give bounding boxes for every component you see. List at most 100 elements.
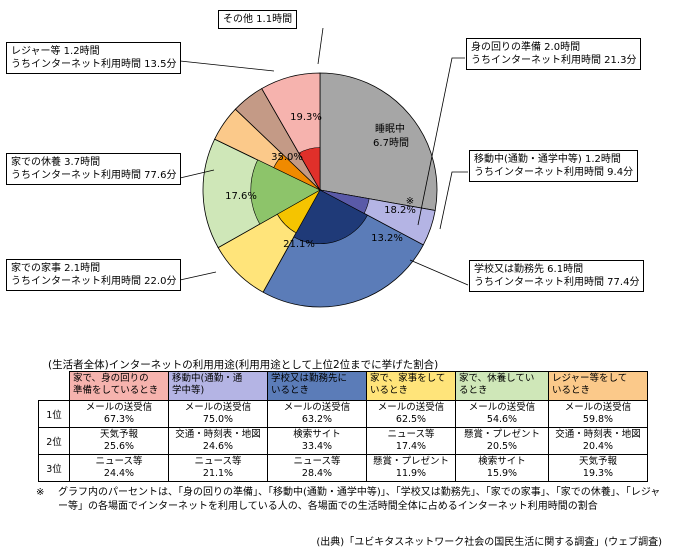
callout-moving-line2: うちインターネット利用時間 9.4分 [474,167,634,178]
usage-cell-percent: 21.1% [202,468,234,479]
pie-inner-personal [298,147,321,192]
usage-header-rest: 家で、休養してい るとき [455,371,549,401]
usage-cell-percent: 24.6% [202,441,234,452]
pie-inner-rest [250,159,321,225]
usage-cell-percent: 54.6% [486,414,518,425]
usage-cell-percent: 75.0% [202,414,234,425]
pie-slice-sleep [319,72,438,211]
usage-header-line1: レジャー等をして [552,373,628,384]
usage-cell-percent: 17.4% [395,441,427,452]
usage-header-personal: 家で、身の回りの 準備をしているとき [69,371,169,401]
pie-chart: 18.2% 21.1% 17.6% 35.0% 19.3% 13.2% ※ 睡眠中 6.7時間 [151,27,469,308]
asterisk-mark: ※ [406,196,414,207]
usage-cell: メールの送受信 67.3% [69,400,169,428]
callout-leisure: レジャー等 1.2時間 うちインターネット利用時間 13.5分 [6,42,182,74]
usage-cell-item: メールの送受信 [377,402,445,413]
usage-cell-percent: 63.2% [301,414,333,425]
usage-cell: 交通・時刻表・地図 20.4% [548,427,648,455]
leader-moving [439,171,468,230]
usage-cell: ニュース等 17.4% [366,427,456,455]
callout-school: 学校又は勤務先 6.1時間 うちインターネット利用時間 77.4分 [469,260,645,292]
callout-personal-line1: 身の回りの準備 2.0時間 [471,42,581,53]
usage-rank-cell: 3位 [38,454,70,482]
usage-cell: 交通・時刻表・地図 24.6% [168,427,268,455]
usage-header-line2: いるとき [271,385,310,396]
leader-other [317,27,324,65]
usage-cell: ニュース等 28.4% [267,454,367,482]
callout-rest-line1: 家での休養 3.7時間 [11,157,101,168]
usage-header-leisure: レジャー等をして いるとき [548,371,648,401]
usage-table-row: 3位 ニュース等 24.4% ニュース等 21.1% ニュース等 28.4% 懸賞・プレゼント… [38,454,648,482]
footnote-mark: ※ [36,487,45,498]
leader-housework [179,271,217,281]
usage-cell-item: 交通・時刻表・地図 [175,429,261,440]
sleep-hours-label: 6.7時間 [373,137,409,149]
pie-percent-label-moving: 18.2% [384,205,416,216]
source-note: (出典)「ユビキタスネットワーク社会の国民生活に関する調査」(ウェブ調査) [316,537,662,548]
callout-housework-line1: 家での家事 2.1時間 [11,263,101,274]
usage-cell: 天気予報 25.6% [69,427,169,455]
callout-school-line1: 学校又は勤務先 6.1時間 [474,264,584,275]
pie-percent-label-school_work: 21.1% [283,239,315,250]
usage-header-line1: 家で、身の回りの [73,373,149,384]
callout-housework-line2: うちインターネット利用時間 22.0分 [11,276,177,287]
usage-cell-item: 交通・時刻表・地図 [555,429,641,440]
usage-cell: メールの送受信 75.0% [168,400,268,428]
usage-header-line1: 家で、家事をして [370,373,446,384]
usage-cell: ニュース等 21.1% [168,454,268,482]
usage-header-school: 学校又は勤務先に いるとき [267,371,367,401]
callout-rest: 家での休養 3.7時間 うちインターネット利用時間 77.6分 [6,153,182,185]
leader-school [409,259,469,286]
usage-header-line2: いるとき [552,385,591,396]
usage-cell-item: メールの送受信 [85,402,153,413]
usage-cell-percent: 19.3% [582,468,614,479]
usage-header-moving: 移動中(通勤・通 学中等) [168,371,268,401]
sleep-label: 睡眠中 [375,122,405,135]
usage-table-header-row: 家で、身の回りの 準備をしているとき 移動中(通勤・通 学中等) 学校又は勤務先にい… [39,371,648,401]
usage-cell-item: 懸賞・プレゼント [463,429,540,440]
usage-cell-percent: 15.9% [486,468,518,479]
callout-other-text: その他 1.1時間 [223,14,293,25]
usage-cell-item: メールの送受信 [468,402,536,413]
usage-cell-item: 検索サイト [293,429,341,440]
usage-cell-percent: 20.4% [582,441,614,452]
usage-cell-percent: 33.4% [301,441,333,452]
usage-cell: 検索サイト 15.9% [455,454,549,482]
usage-cell-item: ニュース等 [194,456,242,467]
usage-header-line1: 家で、休養してい [459,373,535,384]
usage-header-line2: るとき [459,385,488,396]
callout-rest-line2: うちインターネット利用時間 77.6分 [11,170,177,181]
usage-cell-item: ニュース等 [95,456,143,467]
usage-cell: 懸賞・プレゼント 20.5% [455,427,549,455]
pie-percent-label-leisure: 19.3% [290,112,322,123]
callout-leisure-line2: うちインターネット利用時間 13.5分 [11,59,177,70]
leader-personal [417,57,465,226]
callout-personal-line2: うちインターネット利用時間 21.3分 [471,55,637,66]
usage-cell-percent: 20.5% [486,441,518,452]
usage-cell: 天気予報 19.3% [548,454,648,482]
usage-cell-item: 懸賞・プレゼント [372,456,449,467]
pie-percent-label-rest: 35.0% [271,152,303,163]
usage-cell: メールの送受信 62.5% [366,400,456,428]
usage-cell: 検索サイト 33.4% [267,427,367,455]
usage-rank-cell: 2位 [38,427,70,455]
pie-inner-leisure [273,154,321,191]
usage-cell-percent: 62.5% [395,414,427,425]
usage-cell-percent: 24.4% [103,468,135,479]
usage-table-corner [39,372,70,401]
usage-table-title: (生活者全体)インターネットの利用用途(利用用途として上位2位までに挙げた割合) [48,359,439,371]
usage-cell-item: メールの送受信 [283,402,351,413]
callout-moving: 移動中(通勤・通学中等) 1.2時間 うちインターネット利用時間 9.4分 [469,150,639,182]
usage-rank-cell: 1位 [38,400,70,428]
usage-table-row: 1位 メールの送受信 67.3% メールの送受信 75.0% メールの送受信 63.2% メー… [38,400,648,428]
pie-percent-label-housework: 17.6% [225,191,257,202]
footnote-text: グラフ内のパーセントは、「身の回りの準備」、「移動中(通勤・通学中等)」、「学校… [58,487,661,512]
usage-cell-percent: 25.6% [103,441,135,452]
usage-header-line1: 学校又は勤務先に [271,373,348,384]
callout-personal: 身の回りの準備 2.0時間 うちインターネット利用時間 21.3分 [466,38,642,70]
usage-cell: メールの送受信 63.2% [267,400,367,428]
callout-school-line2: うちインターネット利用時間 77.4分 [474,277,640,288]
usage-cell: メールの送受信 54.6% [455,400,549,428]
usage-cell-percent: 59.8% [582,414,614,425]
usage-cell-item: 検索サイト [478,456,526,467]
